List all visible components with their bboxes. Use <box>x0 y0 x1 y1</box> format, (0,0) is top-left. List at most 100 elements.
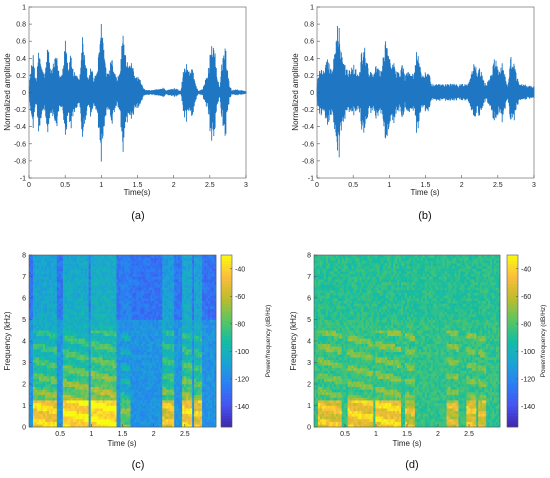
panel-c-spectrogram-cell <box>56 295 60 299</box>
panel-c-spectrogram-cell <box>72 362 76 366</box>
panel-c-spectrogram-cell <box>46 260 50 264</box>
panel-c-spectrogram-cell <box>100 373 103 377</box>
panel-c-spectrogram-cell <box>178 386 181 390</box>
panel-c-spectrogram-cell <box>108 375 111 379</box>
panel-c-spectrogram-cell <box>46 386 50 390</box>
panel-c-spectrogram-cell <box>94 408 97 412</box>
panel-c-spectrogram-cell <box>42 289 46 293</box>
panel-c-spectrogram-cell <box>58 316 62 320</box>
panel-c-spectrogram-cell <box>132 397 135 401</box>
panel-c-spectrogram-cell <box>156 359 159 363</box>
panel-c-spectrogram-cell <box>102 341 105 344</box>
panel-c-spectrogram-cell <box>178 265 181 269</box>
panel-c-spectrogram-cell <box>130 400 133 404</box>
panel-c-spectrogram-cell <box>176 413 179 417</box>
panel-c-spectrogram-cell <box>116 324 119 328</box>
panel-c-spectrogram-cell <box>178 394 181 398</box>
panel-c-spectrogram-cell <box>106 279 109 283</box>
panel-c-spectrogram-cell <box>90 378 93 382</box>
panel-c-spectrogram-cell <box>180 392 183 396</box>
panel-c-spectrogram-cell <box>128 394 131 398</box>
panel-c-spectrogram-cell <box>170 424 173 428</box>
panel-c-spectrogram-cell <box>96 287 99 291</box>
panel-c-spectrogram-cell <box>80 335 84 339</box>
panel-c-spectrogram-cell <box>172 357 175 361</box>
panel-c-spectrogram-cell <box>38 359 42 363</box>
panel-c-spectrogram-cell <box>38 370 42 374</box>
panel-c-spectrogram-cell <box>112 416 115 420</box>
panel-c-spectrogram-cell <box>144 303 147 307</box>
panel-c-spectrogram-cell <box>74 306 78 310</box>
panel-c-spectrogram-cell <box>64 314 68 318</box>
panel-c-spectrogram-cell <box>106 300 109 304</box>
panel-c-spectrogram-cell <box>94 359 97 363</box>
panel-c-spectrogram-cell <box>166 365 169 369</box>
panel-c-spectrogram-cell <box>180 375 183 379</box>
panel-c-spectrogram-cell <box>176 370 179 374</box>
panel-c-spectrogram-cell <box>52 378 56 382</box>
panel-c-spectrogram-cell <box>78 397 82 401</box>
panel-c-spectrogram-cell <box>160 276 163 280</box>
panel-c-spectrogram-cell <box>82 338 85 342</box>
panel-c-spectrogram-cell <box>108 292 111 296</box>
panel-c-spectrogram-cell <box>136 303 139 307</box>
panel-c-spectrogram-cell <box>148 392 151 396</box>
panel-c-spectrogram-cell <box>88 319 91 323</box>
panel-c-spectrogram-cell <box>96 384 99 387</box>
panel-c-spectrogram-cell <box>138 349 141 353</box>
panel-c-spectrogram-cell <box>86 394 89 398</box>
panel-c-spectrogram-cell <box>166 410 169 414</box>
panel-c-spectrogram-cell <box>29 338 32 342</box>
panel-b-caption: (b) <box>418 210 431 222</box>
panel-c-spectrogram-cell <box>92 402 95 406</box>
panel-c-spectrogram-cell <box>42 279 46 283</box>
panel-c-spectrogram-cell <box>104 316 107 320</box>
panel-c-spectrogram-cell <box>180 341 183 344</box>
panel-c-spectrogram-cell <box>88 284 91 288</box>
panel-c-spectrogram-cell <box>158 319 161 323</box>
panel-c-spectrogram-cell <box>50 276 54 280</box>
panel-c-spectrogram-cell <box>156 351 159 355</box>
panel-c-spectrogram-cell <box>124 343 127 347</box>
panel-c-spectrogram-cell <box>170 271 173 275</box>
panel-c-spectrogram-cell <box>156 386 159 390</box>
panel-c-spectrogram-cell <box>126 386 129 390</box>
panel-c-spectrogram-cell <box>124 354 127 358</box>
panel-c-spectrogram-cell <box>34 370 38 374</box>
panel-c-spectrogram-cell <box>76 330 80 334</box>
panel-c-spectrogram-cell <box>134 413 137 417</box>
panel-c-spectrogram-cell <box>114 314 117 318</box>
panel-c-spectrogram-cell <box>86 359 89 363</box>
panel-c-spectrogram-cell <box>90 400 93 404</box>
panel-c-spectrogram-cell <box>64 343 68 347</box>
panel-c-spectrogram-cell <box>60 324 64 328</box>
panel-c-spectrogram-cell <box>38 308 42 312</box>
panel-c-spectrogram-cell <box>156 381 159 385</box>
panel-c-spectrogram-cell <box>66 322 70 326</box>
panel-c-spectrogram-cell <box>168 416 171 420</box>
panel-c-spectrogram-cell <box>140 332 143 336</box>
panel-c-spectrogram-cell <box>112 397 115 401</box>
panel-c-spectrogram-cell <box>29 271 32 275</box>
panel-c-spectrogram-cell <box>136 300 139 304</box>
panel-c-spectrogram-cell <box>44 314 48 318</box>
panel-c-spectrogram-cell <box>166 424 169 428</box>
panel-c-spectrogram-cell <box>124 351 127 355</box>
panel-c-spectrogram-cell <box>104 273 107 277</box>
panel-c-spectrogram-cell <box>32 408 36 412</box>
panel-c-spectrogram-cell <box>32 378 36 382</box>
panel-c-spectrogram-cell <box>100 357 103 361</box>
panel-c-spectrogram-cell <box>120 386 123 390</box>
panel-c-spectrogram-cell <box>106 292 109 296</box>
panel-c-spectrogram-cell <box>138 378 141 382</box>
panel-c-spectrogram-cell <box>62 370 66 374</box>
panel-c-spectrogram-cell <box>176 418 179 422</box>
panel-c-spectrogram-cell <box>174 421 177 425</box>
panel-c-spectrogram-cell <box>78 343 82 347</box>
panel-c-spectrogram-cell <box>180 330 183 334</box>
panel-c-spectrogram-cell <box>42 284 46 288</box>
panel-c-spectrogram-cell <box>176 349 179 353</box>
panel-c-spectrogram-cell <box>96 378 99 382</box>
panel-c-spectrogram-cell <box>166 303 169 307</box>
panel-c-spectrogram-cell <box>158 410 161 414</box>
